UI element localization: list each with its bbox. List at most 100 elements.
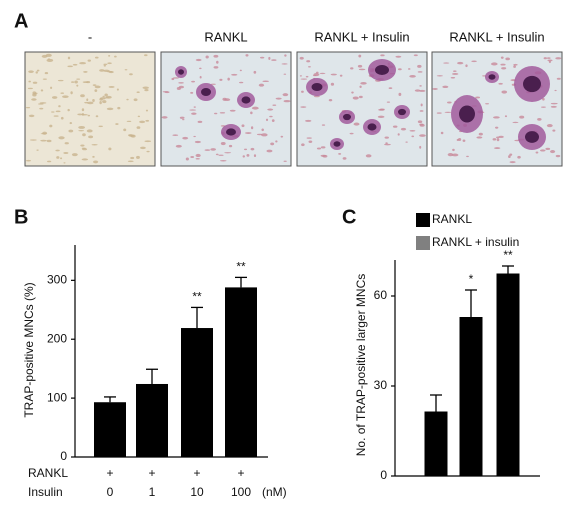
cell: [144, 140, 152, 143]
cell: [315, 71, 319, 74]
nucleus: [398, 108, 406, 116]
cell: [397, 133, 400, 136]
nucleus: [311, 82, 323, 92]
cell: [305, 119, 312, 122]
cell: [195, 153, 201, 158]
cell: [25, 107, 31, 109]
cell: [353, 122, 360, 126]
cell: [102, 100, 107, 104]
cell: [127, 160, 134, 163]
cell: [67, 56, 71, 60]
cell: [106, 107, 114, 111]
cell: [190, 91, 194, 94]
cell: [351, 91, 354, 94]
cell: [162, 91, 169, 93]
cell: [28, 70, 34, 73]
cell: [358, 95, 363, 99]
cell: [395, 55, 402, 58]
cell: [63, 152, 69, 155]
cell: [552, 129, 556, 132]
cell: [243, 148, 248, 151]
cell: [384, 136, 389, 139]
cell: [419, 134, 426, 137]
cell: [224, 152, 232, 154]
nucleus: [226, 128, 236, 136]
cell: [513, 63, 518, 66]
cell: [271, 119, 275, 122]
cell: [360, 82, 367, 85]
cell: [300, 106, 307, 108]
cell: [220, 142, 226, 146]
cell: [210, 83, 216, 85]
cell: [32, 81, 38, 84]
micrograph: [24, 51, 156, 167]
cell: [339, 74, 343, 77]
cell: [250, 126, 254, 130]
cell: [136, 126, 141, 129]
x-tick-label: 0: [107, 485, 114, 499]
cell: [115, 123, 119, 125]
rankl-mark: +: [237, 466, 244, 480]
cell: [417, 120, 423, 124]
cell: [62, 95, 69, 99]
cell: [265, 118, 269, 122]
y-axis-label: TRAP-positive MNCs (%): [22, 282, 36, 417]
cell: [108, 86, 115, 88]
cell: [267, 108, 274, 111]
cell: [144, 54, 148, 57]
cell: [60, 157, 63, 160]
cell: [307, 66, 311, 68]
cell: [71, 153, 78, 157]
cell: [242, 155, 246, 158]
cell: [542, 97, 545, 101]
cell: [320, 154, 327, 157]
cell: [67, 65, 73, 68]
cell: [137, 115, 141, 118]
cell: [269, 115, 273, 118]
cell: [250, 111, 253, 115]
legend-swatch: [416, 236, 430, 250]
nucleus: [178, 69, 184, 75]
cell: [418, 89, 426, 92]
cell: [457, 61, 464, 65]
cell: [81, 158, 89, 161]
cell: [306, 137, 312, 139]
cell: [172, 134, 179, 137]
nucleus: [525, 131, 539, 143]
cell: [386, 101, 391, 103]
cell: [216, 60, 219, 64]
y-tick-label: 30: [374, 378, 388, 392]
cell: [462, 139, 466, 142]
cell: [83, 71, 88, 73]
cell: [420, 103, 423, 107]
cell: [68, 129, 74, 133]
cell: [280, 135, 284, 138]
cell: [76, 78, 81, 80]
cell: [350, 67, 354, 70]
cell: [270, 142, 275, 146]
cell: [99, 69, 105, 72]
cell: [485, 103, 490, 105]
cell: [342, 157, 347, 160]
cell: [397, 68, 402, 71]
cell: [215, 153, 219, 156]
cell: [349, 132, 354, 135]
cell: [301, 143, 305, 147]
cell: [214, 112, 218, 115]
cell: [239, 69, 242, 72]
cell: [64, 142, 69, 145]
cell: [392, 125, 398, 128]
cell: [380, 54, 385, 57]
cell: [44, 71, 49, 75]
rankl-mark: +: [148, 466, 155, 480]
cell: [136, 91, 140, 94]
cell: [554, 89, 557, 92]
cell: [496, 138, 500, 142]
bar: [181, 328, 213, 457]
image-title: -: [88, 29, 92, 44]
cell: [313, 73, 320, 77]
cell: [179, 116, 185, 119]
cell: [51, 96, 58, 99]
cell: [513, 65, 516, 68]
cell: [229, 109, 236, 112]
